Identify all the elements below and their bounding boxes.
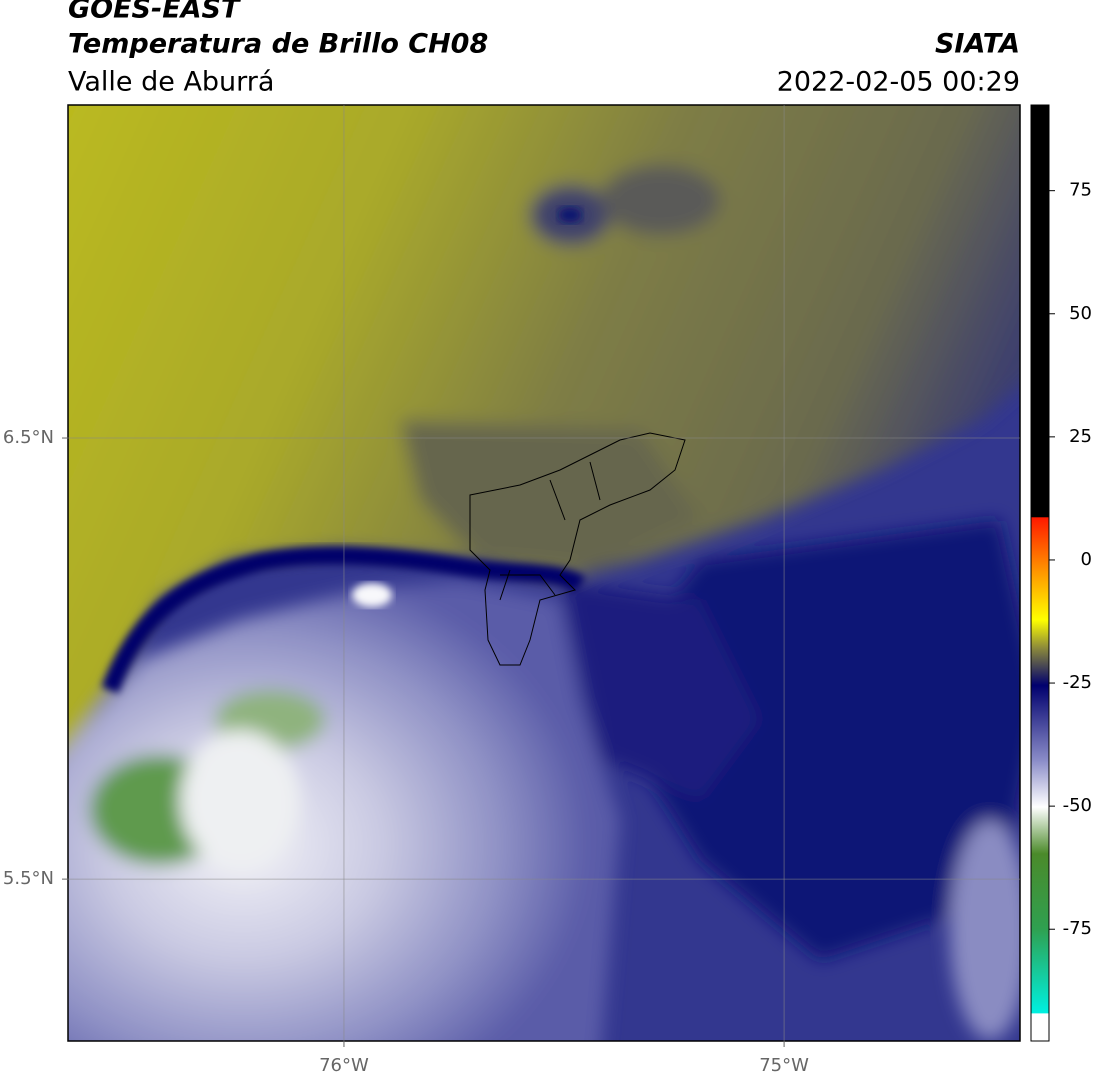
y-tick-label: 5.5°N <box>3 868 54 889</box>
title: GOES-EAST <box>68 0 242 25</box>
colorbar-tick-label: 50 <box>1069 303 1092 324</box>
x-tick-label: 76°W <box>319 1055 369 1076</box>
colorbar-tick-label: 25 <box>1069 426 1092 447</box>
colorbar-tick-label: 0 <box>1081 549 1092 570</box>
colorbar <box>1030 104 1050 1042</box>
timestamp: 2022-02-05 00:29 <box>777 67 1020 98</box>
subtitle: Temperatura de Brillo CH08 <box>68 29 488 60</box>
colorbar-tick-label: 75 <box>1069 180 1092 201</box>
colorbar-tick-label: -50 <box>1063 795 1092 816</box>
x-tick-label: 75°W <box>759 1055 809 1076</box>
colorbar-tick-label: -25 <box>1063 672 1092 693</box>
region: Valle de Aburrá <box>68 67 274 98</box>
map-field <box>68 105 1020 1041</box>
colorbar-tick-label: -75 <box>1063 918 1092 939</box>
source: SIATA <box>935 29 1020 60</box>
y-tick-label: 6.5°N <box>3 427 54 448</box>
map-frame <box>67 104 1021 1042</box>
